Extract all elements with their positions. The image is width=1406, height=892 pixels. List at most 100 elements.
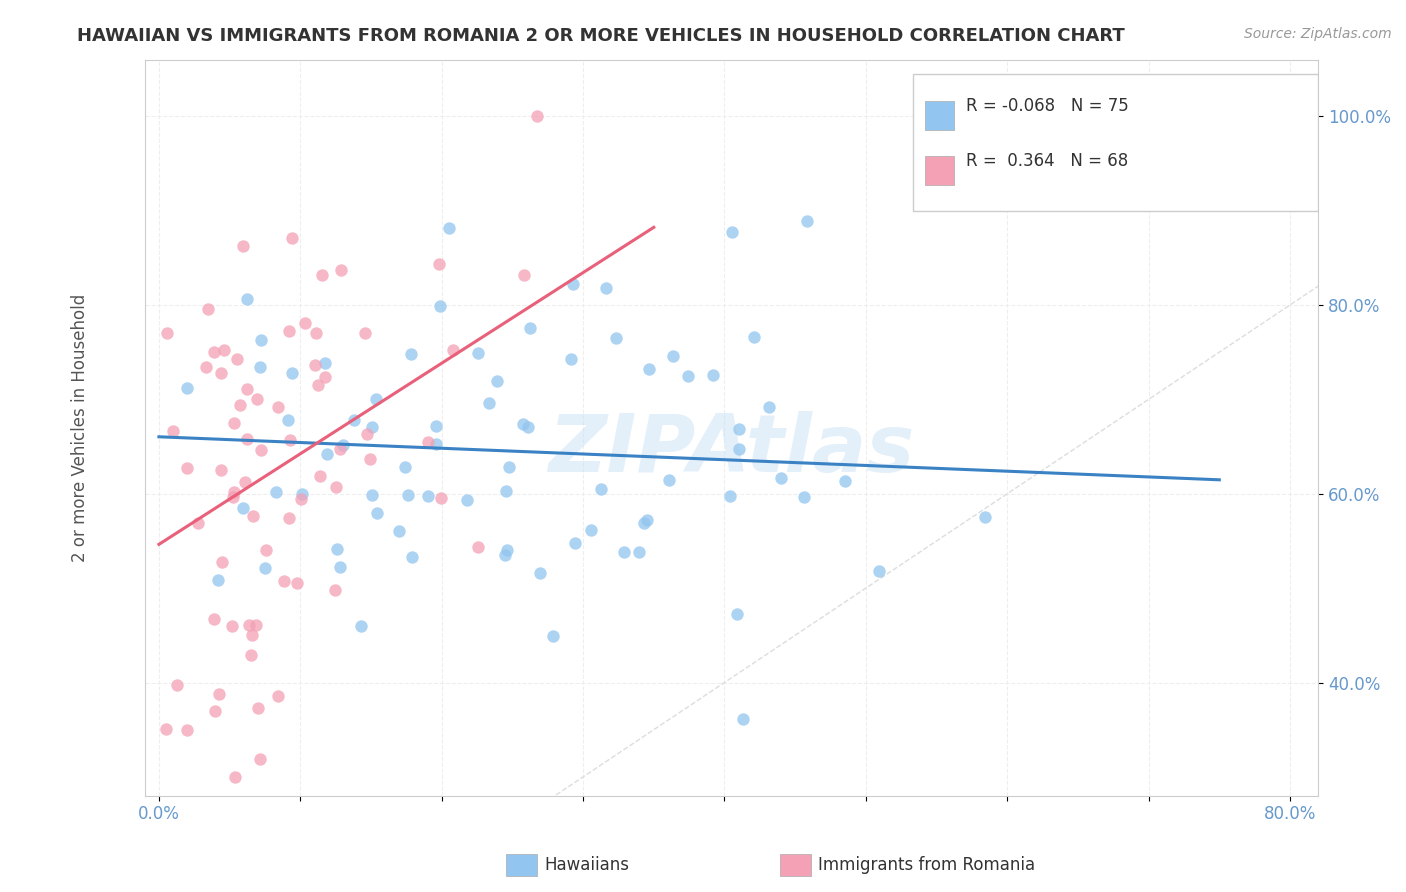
Point — [399, 347, 422, 361]
Point — [561, 277, 583, 292]
Point — [207, 573, 229, 587]
Point — [176, 381, 198, 395]
Point — [467, 346, 489, 360]
Point — [176, 723, 198, 737]
Point — [662, 350, 685, 364]
Point — [236, 432, 259, 446]
Point — [273, 574, 295, 589]
Point — [195, 359, 218, 374]
Point — [202, 344, 225, 359]
Point — [425, 419, 447, 434]
Point — [211, 555, 233, 569]
Point — [519, 321, 541, 335]
Point — [329, 559, 352, 574]
Point — [278, 510, 301, 524]
Point — [242, 509, 264, 524]
Point — [638, 362, 661, 376]
Point — [633, 516, 655, 530]
Point — [613, 545, 636, 559]
Point — [605, 331, 627, 345]
Point — [294, 316, 316, 330]
Point — [305, 326, 328, 340]
Point — [155, 722, 177, 736]
Point — [356, 426, 378, 441]
Point — [467, 541, 489, 555]
Point — [267, 400, 290, 414]
Point — [329, 442, 352, 456]
Point — [529, 566, 551, 580]
Point — [868, 564, 890, 578]
Point — [246, 392, 269, 406]
Point — [323, 582, 346, 597]
Point — [176, 460, 198, 475]
Point — [221, 619, 243, 633]
Point — [245, 618, 267, 632]
Point — [232, 501, 254, 516]
Point — [721, 225, 744, 239]
Point — [416, 435, 439, 450]
Point — [388, 524, 411, 538]
Point — [249, 751, 271, 765]
Point — [628, 545, 651, 559]
Point — [281, 366, 304, 380]
Point — [232, 238, 254, 252]
Point — [246, 701, 269, 715]
Point — [166, 678, 188, 692]
Point — [359, 452, 381, 467]
Point — [796, 214, 818, 228]
Point — [477, 396, 499, 410]
Point — [314, 369, 336, 384]
Point — [307, 378, 329, 392]
Text: Source: ZipAtlas.com: Source: ZipAtlas.com — [1244, 27, 1392, 41]
Point — [162, 424, 184, 438]
Point — [425, 437, 447, 451]
Point — [728, 442, 751, 456]
Point — [441, 343, 464, 357]
Point — [239, 648, 262, 662]
Point — [427, 257, 450, 271]
FancyBboxPatch shape — [925, 101, 955, 129]
Point — [253, 560, 276, 574]
Point — [277, 325, 299, 339]
Point — [311, 268, 333, 283]
Point — [249, 333, 271, 347]
Point — [495, 484, 517, 499]
Point — [354, 326, 377, 340]
Point — [212, 343, 235, 357]
Point — [517, 420, 540, 434]
Point — [156, 326, 179, 340]
Point — [728, 422, 751, 436]
Text: Immigrants from Romania: Immigrants from Romania — [818, 856, 1035, 874]
Point — [498, 459, 520, 474]
Point — [202, 612, 225, 626]
Point — [541, 629, 564, 643]
Point — [309, 469, 332, 483]
Point — [793, 490, 815, 504]
Text: ZIPAtlas: ZIPAtlas — [548, 410, 915, 489]
Point — [361, 420, 384, 434]
Point — [224, 770, 246, 784]
Point — [236, 382, 259, 396]
Point — [222, 485, 245, 500]
Point — [496, 543, 519, 558]
Point — [394, 459, 416, 474]
Text: R =  0.364   N = 68: R = 0.364 N = 68 — [966, 153, 1129, 170]
Text: HAWAIIAN VS IMMIGRANTS FROM ROMANIA 2 OR MORE VEHICLES IN HOUSEHOLD CORRELATION : HAWAIIAN VS IMMIGRANTS FROM ROMANIA 2 OR… — [77, 27, 1125, 45]
Point — [731, 712, 754, 726]
Point — [197, 301, 219, 316]
Point — [278, 433, 301, 447]
Point — [560, 352, 582, 367]
Point — [209, 463, 232, 477]
Point — [725, 607, 748, 621]
Point — [277, 413, 299, 427]
Point — [238, 618, 260, 632]
Point — [235, 292, 257, 306]
Point — [702, 368, 724, 382]
Point — [325, 479, 347, 493]
Point — [361, 488, 384, 502]
FancyBboxPatch shape — [914, 74, 1319, 211]
Point — [494, 549, 516, 563]
Point — [226, 352, 249, 367]
Point — [224, 416, 246, 430]
Point — [636, 513, 658, 527]
